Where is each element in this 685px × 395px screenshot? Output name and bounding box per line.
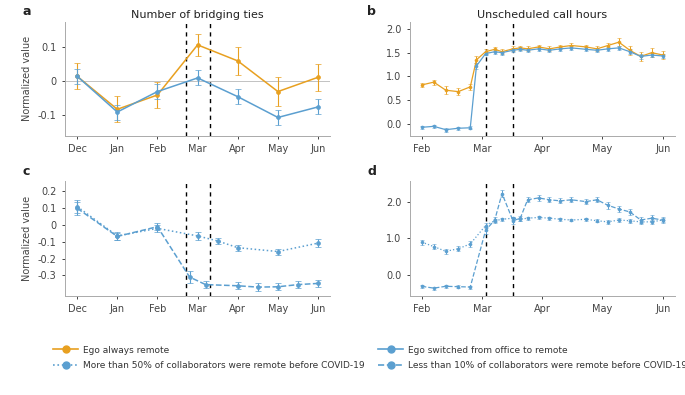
Legend: Ego always remote, More than 50% of collaborators were remote before COVID-19, E: Ego always remote, More than 50% of coll… xyxy=(53,346,685,371)
Title: Unscheduled call hours: Unscheduled call hours xyxy=(477,9,608,20)
Text: a: a xyxy=(23,5,31,18)
Y-axis label: Normalized value: Normalized value xyxy=(23,36,32,121)
Text: c: c xyxy=(23,165,30,177)
Y-axis label: Normalized value: Normalized value xyxy=(23,196,32,281)
Text: b: b xyxy=(367,5,376,18)
Text: d: d xyxy=(367,165,376,177)
Title: Number of bridging ties: Number of bridging ties xyxy=(132,9,264,20)
